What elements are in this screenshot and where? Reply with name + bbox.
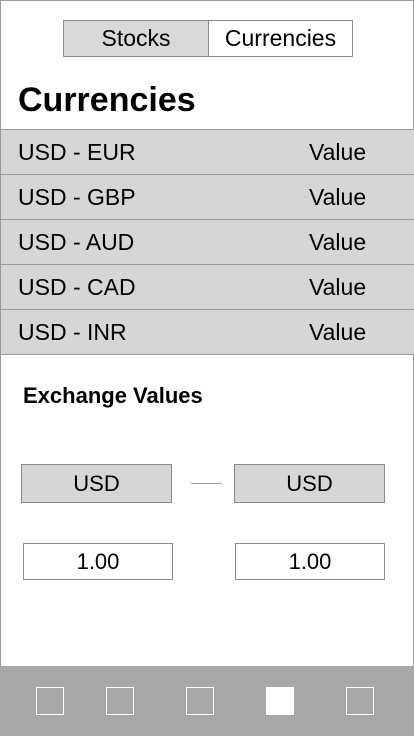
segment-currencies[interactable]: Currencies — [209, 21, 352, 56]
page-title: Currencies — [18, 81, 196, 119]
currency-value: Value — [309, 183, 367, 210]
currency-row[interactable]: USD - INR Value — [1, 309, 414, 355]
to-currency-button[interactable]: USD — [234, 464, 385, 503]
tab-bar-item-2[interactable] — [106, 687, 134, 715]
currency-list: USD - EUR Value USD - GBP Value USD - AU… — [1, 129, 414, 355]
currency-row[interactable]: USD - AUD Value — [1, 219, 414, 264]
tab-bar — [0, 666, 414, 736]
currency-pair: USD - INR — [18, 318, 127, 345]
currency-row[interactable]: USD - EUR Value — [1, 129, 414, 174]
from-currency-button[interactable]: USD — [21, 464, 172, 503]
from-amount-input[interactable] — [23, 543, 173, 580]
currency-pair: USD - AUD — [18, 228, 135, 255]
exchange-divider — [191, 483, 222, 484]
currency-value: Value — [309, 138, 367, 165]
currency-pair: USD - CAD — [18, 273, 136, 300]
currency-row[interactable]: USD - CAD Value — [1, 264, 414, 309]
currency-value: Value — [309, 318, 367, 345]
tab-bar-item-1[interactable] — [36, 687, 64, 715]
segmented-control: Stocks Currencies — [63, 20, 353, 57]
currency-value: Value — [309, 273, 367, 300]
currency-row[interactable]: USD - GBP Value — [1, 174, 414, 219]
tab-bar-item-4[interactable] — [266, 687, 294, 715]
segment-stocks[interactable]: Stocks — [64, 21, 209, 56]
to-amount-input[interactable] — [235, 543, 385, 580]
tab-bar-item-3[interactable] — [186, 687, 214, 715]
tab-bar-item-5[interactable] — [346, 687, 374, 715]
exchange-section-title: Exchange Values — [23, 383, 203, 408]
currency-pair: USD - GBP — [18, 183, 136, 210]
currency-value: Value — [309, 228, 367, 255]
currency-pair: USD - EUR — [18, 138, 136, 165]
